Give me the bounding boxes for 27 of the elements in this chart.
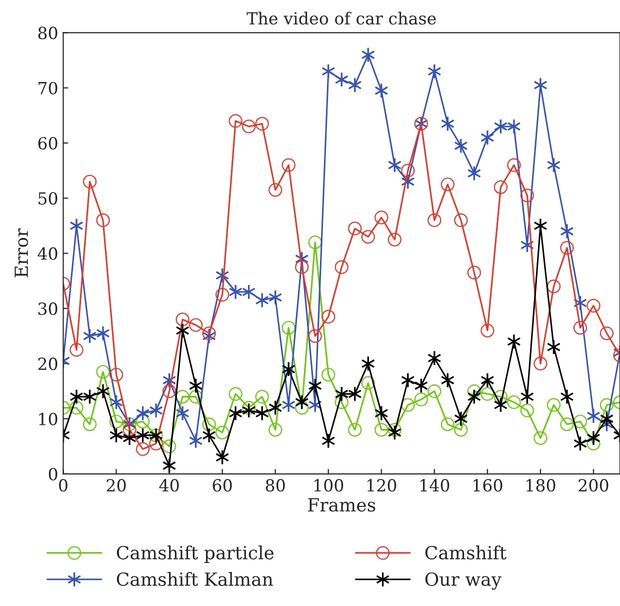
x-tick-label: 40: [159, 479, 179, 492]
y-tick-label: 80: [38, 26, 58, 40]
y-tick-label: 20: [38, 358, 58, 370]
x-tick-label: 140: [420, 479, 450, 492]
x-tick-label: 80: [266, 479, 285, 492]
x-tick-label: 100: [314, 479, 344, 492]
x-tick-label: 60: [212, 479, 232, 492]
y-tick-label: 50: [38, 192, 58, 205]
x-axis-title: Frames: [308, 498, 376, 512]
legend-label: Camshift Kalman: [116, 572, 273, 586]
y-tick-label: 30: [38, 302, 58, 316]
y-tick-label: 70: [38, 82, 58, 94]
y-axis-title: Error: [14, 228, 28, 278]
x-tick-label: 0: [59, 479, 68, 492]
y-tick-label: 10: [39, 412, 58, 426]
legend-label: Camshift particle: [116, 546, 274, 563]
x-tick-label: 160: [474, 479, 502, 492]
x-tick-label: 180: [526, 479, 556, 492]
y-tick-label: 0: [48, 468, 58, 480]
y-tick-label: 40: [38, 247, 58, 260]
x-tick-label: 200: [578, 479, 608, 492]
legend-label: Our way: [425, 572, 502, 590]
x-tick-label: 120: [368, 479, 396, 492]
x-tick-label: 20: [106, 479, 126, 492]
chart-title: The video of car chase: [246, 12, 436, 25]
y-tick-label: 60: [38, 136, 58, 150]
legend-label: Camshift: [425, 546, 506, 560]
